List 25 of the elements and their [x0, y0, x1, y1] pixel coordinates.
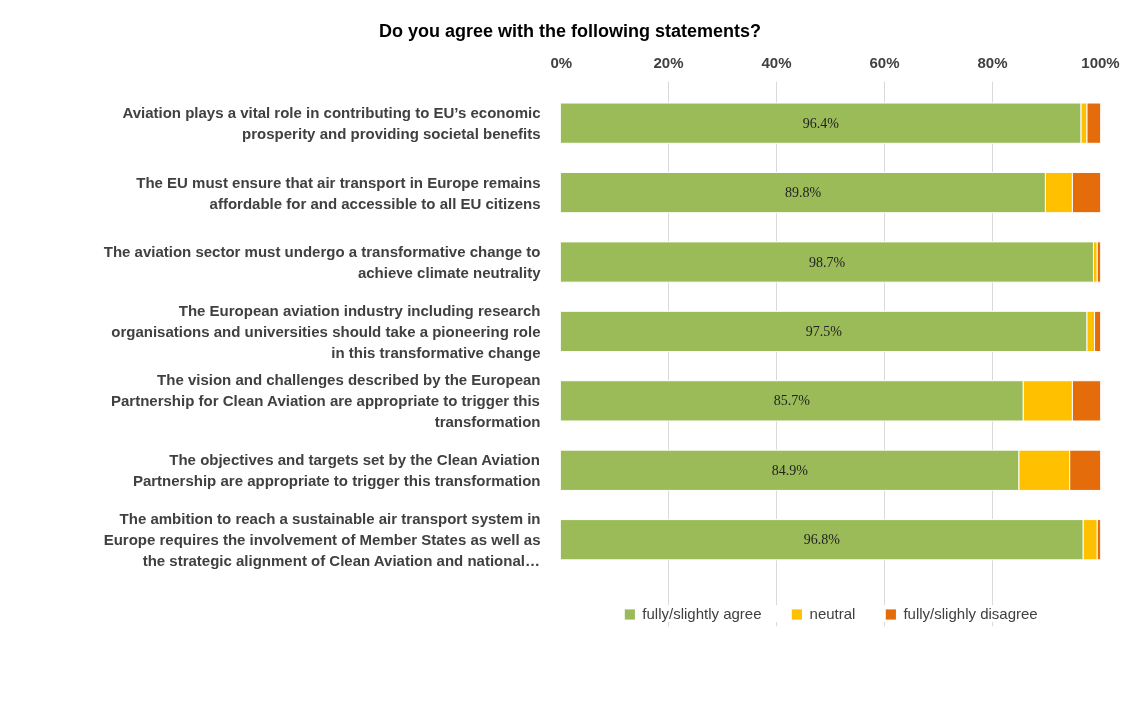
x-tick-label: 20% [653, 53, 684, 71]
data-label: 96.4% [802, 115, 840, 131]
x-tick-label: 40% [761, 53, 792, 71]
y-tick-label: The vision and challenges described by the European Partnership for Clean Aviation are appropriate to trigger this transformation [110, 371, 541, 431]
data-label: 98.7% [808, 254, 846, 270]
data-label: 85.7% [773, 393, 811, 409]
x-tick-label: 80% [977, 53, 1008, 71]
legend-label: fully/slightly agree [642, 605, 762, 622]
data-label: 84.9% [771, 462, 809, 478]
legend-label: neutral [809, 605, 856, 622]
chart-title: Do you agree with the following statements? [378, 20, 762, 43]
data-label: 96.8% [803, 532, 841, 548]
bar [560, 241, 1094, 283]
x-tick-label: 100% [1081, 53, 1120, 71]
y-tick-label: The European aviation industry including research organisations and universities should take a pioneering role in this transformative change [111, 301, 541, 361]
data-label: 97.5% [805, 323, 843, 339]
data-label: 89.8% [784, 185, 822, 201]
x-tick-label: 60% [869, 53, 900, 71]
y-tick-label: The objectives and targets set by the Clean Aviation Partnership are appropriate to trigger this transformation [132, 451, 541, 490]
y-tick-label: The EU must ensure that air transport in Europe remains affordable for and accessible to all EU citizens [136, 173, 541, 212]
y-tick-label: The ambition to reach a sustainable air transport system in Europe requires the involvement of Member States as well as the strategic alignment of Clean Aviation and national… [103, 510, 541, 570]
y-tick-label: Aviation plays a vital role in contributing to EU’s economic prosperity and providing societal benefits [122, 104, 541, 143]
y-tick-label: The aviation sector must undergo a transformative change to achieve climate neutrality [103, 243, 542, 282]
x-tick-label: 0% [550, 53, 573, 71]
legend-label: fully/slighly disagree [903, 605, 1038, 622]
